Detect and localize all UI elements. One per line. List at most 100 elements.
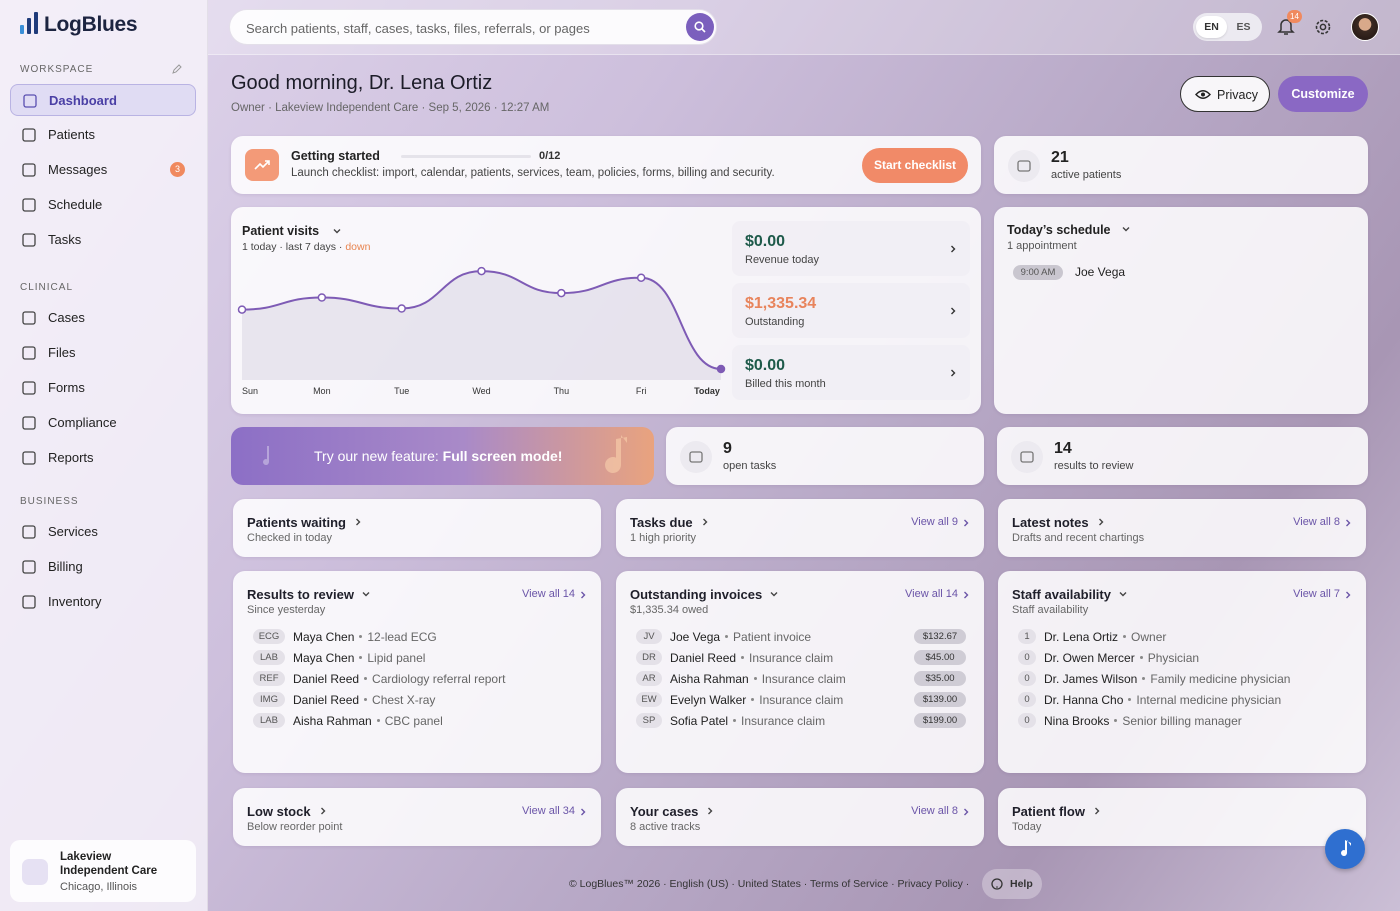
list-row[interactable]: Daniel Reed Cardiology referral report <box>293 670 505 687</box>
card-title[interactable]: Your cases <box>630 804 699 819</box>
nav-item[interactable]: Files <box>10 337 196 369</box>
stat-box[interactable]: $0.00 Billed this month <box>732 345 970 400</box>
row-amount: $45.00 <box>914 650 966 665</box>
nav-item[interactable]: Cases <box>10 302 196 334</box>
customize-button[interactable]: Customize <box>1278 76 1368 112</box>
card-title[interactable]: Staff availability <box>1012 587 1111 602</box>
card-title[interactable]: Tasks due <box>630 515 693 530</box>
list-row[interactable]: Dr. Hanna Cho Internal medicine physician <box>1044 691 1281 708</box>
card-icon <box>689 451 703 463</box>
row-tag: 0 <box>1018 650 1036 665</box>
language-option[interactable]: EN <box>1196 16 1227 38</box>
row-name: Daniel Reed <box>293 692 360 707</box>
list-row[interactable]: Aisha Rahman CBC panel <box>293 712 443 729</box>
summary-card: Latest notes Drafts and recent chartings V… <box>998 499 1366 557</box>
separator <box>364 677 368 680</box>
nav-item[interactable]: Tasks <box>10 224 196 256</box>
visits-point <box>397 304 406 313</box>
list-row[interactable]: Evelyn Walker Insurance claim <box>670 691 843 708</box>
list-row[interactable]: Maya Chen 12-lead ECG <box>293 628 437 645</box>
list-row[interactable]: Aisha Rahman Insurance claim <box>670 670 846 687</box>
list-row[interactable]: Sofia Patel Insurance claim <box>670 712 825 729</box>
view-all-link[interactable]: View all 14 <box>522 588 575 600</box>
active-patients-card[interactable]: 21 active patients <box>994 136 1368 194</box>
music-note-large <box>605 435 627 474</box>
view-all-link[interactable]: View all 7 <box>1293 588 1340 600</box>
list-row[interactable]: Daniel Reed Chest X-ray <box>293 691 435 708</box>
nav-label: Inventory <box>48 594 102 609</box>
appointment-name[interactable]: Joe Vega <box>1075 265 1126 279</box>
row-tag: LAB <box>253 650 285 665</box>
view-all-link[interactable]: View all 34 <box>522 805 575 817</box>
org-card[interactable]: Lakeview Independent Care Chicago, Illino… <box>10 840 196 902</box>
card-title[interactable]: Results to review <box>247 587 354 602</box>
promo-banner[interactable]: Try our new feature: Full screen mode! <box>231 427 654 485</box>
nav-item[interactable]: Services <box>10 516 196 548</box>
row-detail: 12-lead ECG <box>367 629 437 644</box>
list-row[interactable]: Maya Chen Lipid panel <box>293 649 425 666</box>
results-card[interactable]: 14 results to review <box>997 427 1368 485</box>
language-switch: EN ES <box>1193 13 1262 41</box>
sidebar: LogBlues WORKSPACE Dashboard Patients Messag… <box>0 0 208 911</box>
list-row[interactable]: Joe Vega Patient invoice <box>670 628 811 645</box>
summary-card: Patients waiting Checked in today <box>233 499 601 557</box>
promo-lead: Try our new feature: <box>314 448 439 464</box>
nav-icon <box>22 560 36 574</box>
privacy-button[interactable]: Privacy <box>1180 76 1270 112</box>
stat-box[interactable]: $1,335.34 Outstanding <box>732 283 970 338</box>
list-row[interactable]: Dr. James Wilson Family medicine physicia… <box>1044 670 1290 687</box>
help-button[interactable]: Help <box>982 869 1042 899</box>
row-detail: Insurance claim <box>749 650 834 665</box>
card-title[interactable]: Latest notes <box>1012 515 1089 530</box>
view-all-link[interactable]: View all 8 <box>911 805 958 817</box>
nav-item[interactable]: Forms <box>10 372 196 404</box>
search-button[interactable] <box>686 13 714 41</box>
card-title[interactable]: Low stock <box>247 804 311 819</box>
card-title[interactable]: Outstanding invoices <box>630 587 763 602</box>
list-row[interactable]: Dr. Lena Ortiz Owner <box>1044 628 1166 645</box>
nav-item[interactable]: Reports <box>10 442 196 474</box>
org-location: Chicago, Illinois <box>60 881 138 893</box>
row-tag: LAB <box>253 713 285 728</box>
open-tasks-card[interactable]: 9 open tasks <box>666 427 984 485</box>
schedule-title[interactable]: Today’s schedule <box>1007 223 1111 237</box>
search-icon <box>694 21 706 33</box>
edit-icon[interactable] <box>172 64 182 74</box>
nav-item[interactable]: Dashboard <box>10 84 196 116</box>
summary-card: Low stock Below reorder point View all 34 <box>233 788 601 846</box>
view-all-link[interactable]: View all 14 <box>905 588 958 600</box>
nav-label: Dashboard <box>49 93 117 108</box>
list-row[interactable]: Daniel Reed Insurance claim <box>670 649 833 666</box>
list-row[interactable]: Nina Brooks Senior billing manager <box>1044 712 1242 729</box>
nav-item[interactable]: Billing <box>10 551 196 583</box>
card-subtitle: Since yesterday <box>247 604 326 616</box>
settings-icon[interactable] <box>1314 18 1332 36</box>
row-detail: Family medicine physician <box>1150 671 1291 686</box>
music-button[interactable] <box>1325 829 1365 869</box>
nav-label: Billing <box>48 559 83 574</box>
section-title: CLINICAL <box>20 282 74 293</box>
view-all-link[interactable]: View all 9 <box>911 516 958 528</box>
language-option[interactable]: ES <box>1236 21 1251 33</box>
nav-item[interactable]: Messages 3 <box>10 154 196 186</box>
list-row[interactable]: Dr. Owen Mercer Physician <box>1044 649 1199 666</box>
nav-item[interactable]: Compliance <box>10 407 196 439</box>
nav-item[interactable]: Schedule <box>10 189 196 221</box>
stat-box[interactable]: $0.00 Revenue today <box>732 221 970 276</box>
card-title[interactable]: Patient flow <box>1012 804 1085 819</box>
list-card: Outstanding invoices $1,335.34 owed View a… <box>616 571 984 773</box>
separator <box>733 719 737 722</box>
nav-item[interactable]: Inventory <box>10 586 196 618</box>
nav-label: Patients <box>48 127 95 142</box>
avatar[interactable] <box>1351 13 1379 41</box>
start-checklist-button[interactable]: Start checklist <box>862 148 968 183</box>
nav-item[interactable]: Patients <box>10 119 196 151</box>
view-all-link[interactable]: View all 8 <box>1293 516 1340 528</box>
card-title[interactable]: Patients waiting <box>247 515 346 530</box>
search-box[interactable]: Search patients, staff, cases, tasks, fi… <box>229 9 717 45</box>
open-tasks-card-icon <box>680 441 712 473</box>
nav-label: Files <box>48 345 76 360</box>
schedule-card: Today’s schedule 1 appointment 9:00 AM Joe … <box>994 207 1368 414</box>
x-tick-label: Sun <box>242 386 258 396</box>
patient-visits-title[interactable]: Patient visits <box>242 224 320 238</box>
